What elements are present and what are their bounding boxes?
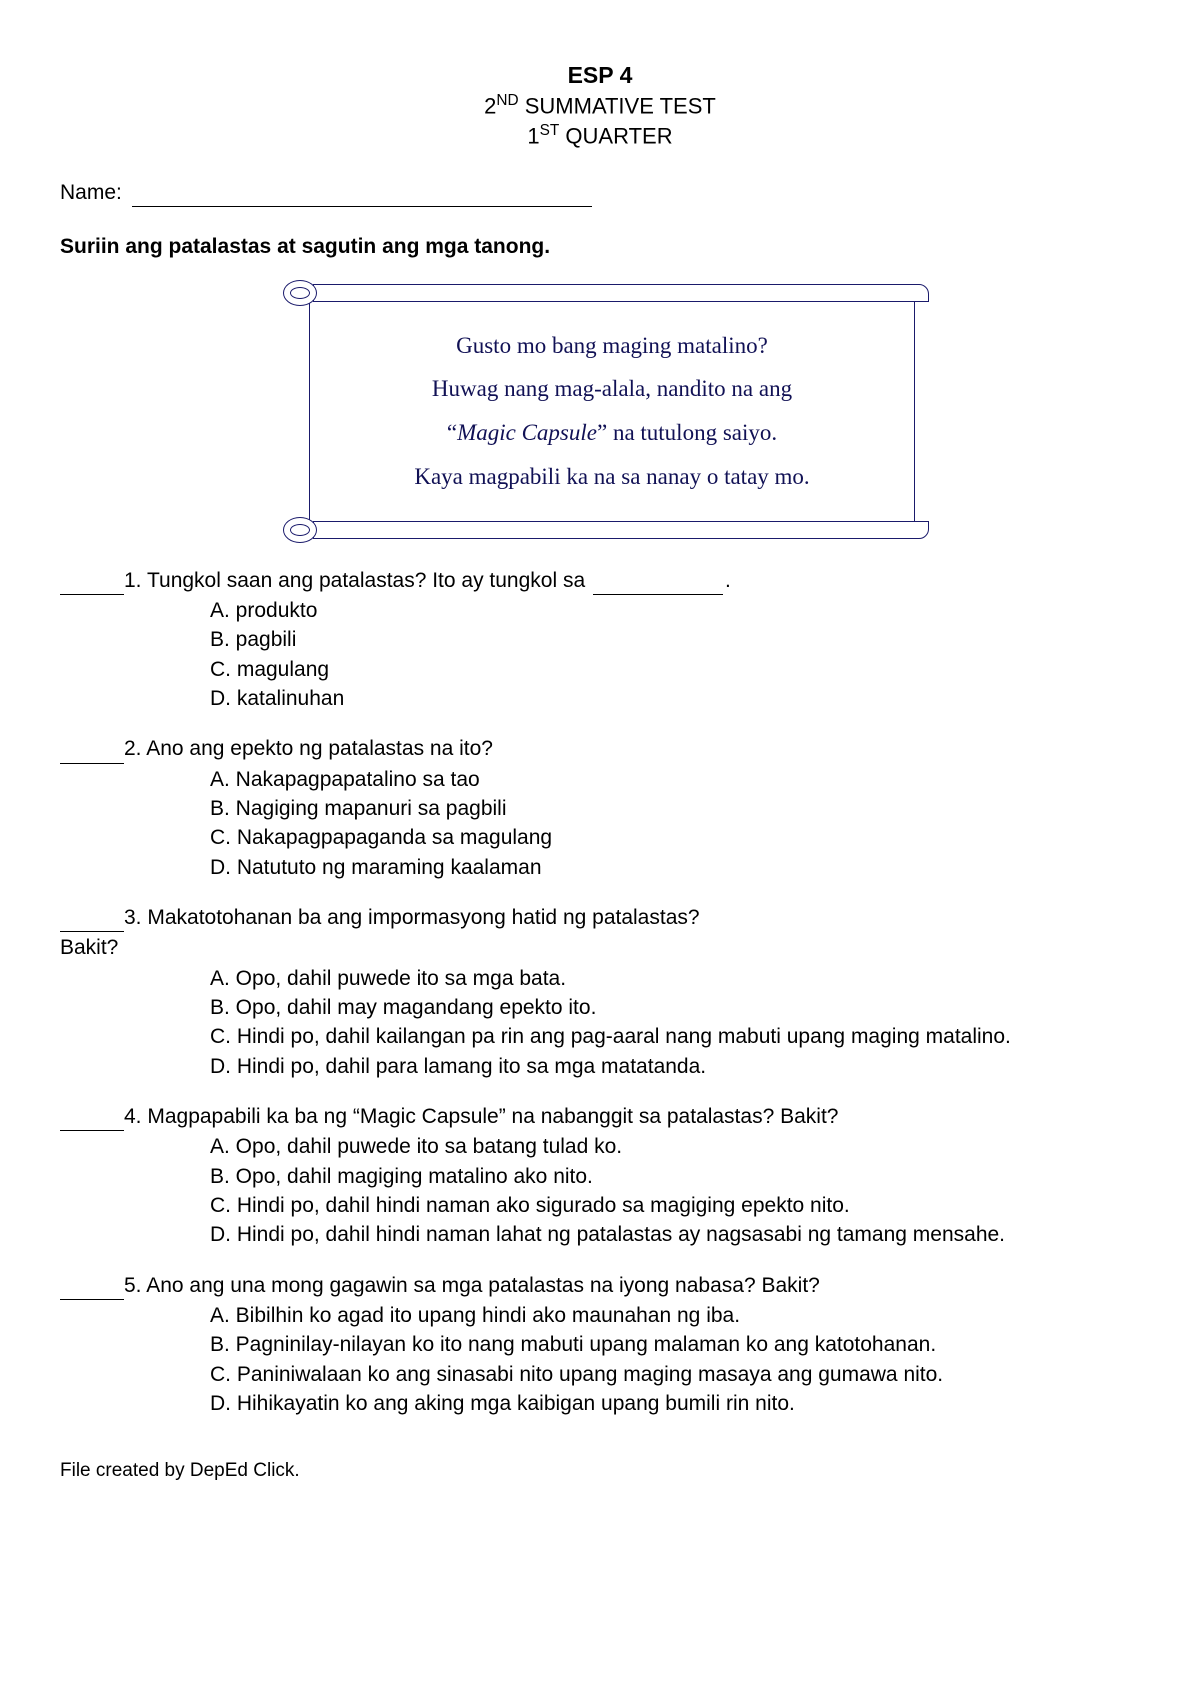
option-c[interactable]: C. Hindi po, dahil hindi naman ako sigur… xyxy=(210,1192,1140,1220)
answer-blank[interactable] xyxy=(60,931,124,932)
option-b[interactable]: B. Pagninilay-nilayan ko ito nang mabuti… xyxy=(210,1331,1140,1359)
option-b[interactable]: B. Opo, dahil may magandang epekto ito. xyxy=(210,994,1140,1022)
options-list: A. Opo, dahil puwede ito sa mga bata.B. … xyxy=(210,965,1140,1081)
question-line: 1. Tungkol saan ang patalastas? Ito ay t… xyxy=(60,567,1140,595)
option-a[interactable]: A. Bibilhin ko agad ito upang hindi ako … xyxy=(210,1302,1140,1330)
ad3-pre: “ xyxy=(447,420,457,445)
scroll-bar-top xyxy=(313,284,929,302)
scroll-knob-top xyxy=(283,280,317,306)
fill-blank[interactable] xyxy=(593,594,723,595)
option-a[interactable]: A. Opo, dahil puwede ito sa mga bata. xyxy=(210,965,1140,993)
answer-blank[interactable] xyxy=(60,763,124,764)
option-a[interactable]: A. Opo, dahil puwede ito sa batang tulad… xyxy=(210,1133,1140,1161)
ad3-post: ” na tutulong saiyo. xyxy=(597,420,777,445)
question-line: 3. Makatotohanan ba ang impormasyong hat… xyxy=(60,904,1140,932)
scroll-box: Gusto mo bang maging matalino? Huwag nan… xyxy=(285,284,915,539)
ad3-italic: Magic Capsule xyxy=(457,420,597,445)
options-list: A. Nakapagpapatalino sa taoB. Nagiging m… xyxy=(210,766,1140,882)
ad-line-1: Gusto mo bang maging matalino? xyxy=(338,324,886,368)
question-text: 1. Tungkol saan ang patalastas? Ito ay t… xyxy=(124,567,1140,595)
answer-blank[interactable] xyxy=(60,1130,124,1131)
question-line: 4. Magpapabili ka ba ng “Magic Capsule” … xyxy=(60,1103,1140,1131)
option-d[interactable]: D. Hindi po, dahil hindi naman lahat ng … xyxy=(210,1221,1140,1249)
option-b[interactable]: B. pagbili xyxy=(210,626,1140,654)
questions-list: 1. Tungkol saan ang patalastas? Ito ay t… xyxy=(60,567,1140,1419)
name-label: Name: xyxy=(60,181,122,204)
test-subtitle-2: 1ST QUARTER xyxy=(60,121,1140,151)
question-3: 3. Makatotohanan ba ang impormasyong hat… xyxy=(60,904,1140,1081)
option-a[interactable]: A. Nakapagpapatalino sa tao xyxy=(210,766,1140,794)
sub1-sup: ND xyxy=(496,92,518,109)
question-4: 4. Magpapabili ka ba ng “Magic Capsule” … xyxy=(60,1103,1140,1250)
ad-line-3: “Magic Capsule” na tutulong saiyo. xyxy=(338,411,886,455)
document-header: ESP 4 2ND SUMMATIVE TEST 1ST QUARTER xyxy=(60,60,1140,151)
options-list: A. Bibilhin ko agad ito upang hindi ako … xyxy=(210,1302,1140,1418)
ad-line-2: Huwag nang mag-alala, nandito na ang xyxy=(338,367,886,411)
name-row: Name: xyxy=(60,179,1140,207)
sub2-sup: ST xyxy=(540,122,560,139)
question-text: 4. Magpapabili ka ba ng “Magic Capsule” … xyxy=(124,1103,1140,1131)
question-why: Bakit? xyxy=(60,934,1140,962)
footer-credit: File created by DepEd Click. xyxy=(60,1458,1140,1484)
scroll-bar-bottom xyxy=(313,521,929,539)
option-c[interactable]: C. Hindi po, dahil kailangan pa rin ang … xyxy=(210,1023,1140,1051)
advertisement-text: Gusto mo bang maging matalino? Huwag nan… xyxy=(309,302,915,521)
test-subtitle-1: 2ND SUMMATIVE TEST xyxy=(60,91,1140,121)
question-line: 2. Ano ang epekto ng patalastas na ito? xyxy=(60,735,1140,763)
option-d[interactable]: D. Hindi po, dahil para lamang ito sa mg… xyxy=(210,1053,1140,1081)
option-d[interactable]: D. Natututo ng maraming kaalaman xyxy=(210,854,1140,882)
sub1-pre: 2 xyxy=(484,93,496,118)
option-c[interactable]: C. Nakapagpapaganda sa magulang xyxy=(210,824,1140,852)
sub2-post: QUARTER xyxy=(559,123,672,148)
question-1: 1. Tungkol saan ang patalastas? Ito ay t… xyxy=(60,567,1140,714)
options-list: A. Opo, dahil puwede ito sa batang tulad… xyxy=(210,1133,1140,1249)
course-title: ESP 4 xyxy=(60,60,1140,91)
option-b[interactable]: B. Nagiging mapanuri sa pagbili xyxy=(210,795,1140,823)
option-c[interactable]: C. magulang xyxy=(210,656,1140,684)
question-5: 5. Ano ang una mong gagawin sa mga patal… xyxy=(60,1272,1140,1419)
answer-blank[interactable] xyxy=(60,594,124,595)
sub1-post: SUMMATIVE TEST xyxy=(519,93,716,118)
instructions-text: Suriin ang patalastas at sagutin ang mga… xyxy=(60,233,1140,261)
ad-line-4: Kaya magpabili ka na sa nanay o tatay mo… xyxy=(338,455,886,499)
question-text: 5. Ano ang una mong gagawin sa mga patal… xyxy=(124,1272,1140,1300)
options-list: A. produktoB. pagbiliC. magulangD. katal… xyxy=(210,597,1140,713)
question-text: 3. Makatotohanan ba ang impormasyong hat… xyxy=(124,904,1140,932)
option-b[interactable]: B. Opo, dahil magiging matalino ako nito… xyxy=(210,1163,1140,1191)
option-d[interactable]: D. katalinuhan xyxy=(210,685,1140,713)
option-a[interactable]: A. produkto xyxy=(210,597,1140,625)
option-d[interactable]: D. Hihikayatin ko ang aking mga kaibigan… xyxy=(210,1390,1140,1418)
name-blank-line[interactable] xyxy=(132,206,592,207)
scroll-knob-bottom xyxy=(283,517,317,543)
sub2-pre: 1 xyxy=(527,123,539,148)
option-c[interactable]: C. Paniniwalaan ko ang sinasabi nito upa… xyxy=(210,1361,1140,1389)
advertisement-container: Gusto mo bang maging matalino? Huwag nan… xyxy=(60,284,1140,539)
answer-blank[interactable] xyxy=(60,1299,124,1300)
question-text: 2. Ano ang epekto ng patalastas na ito? xyxy=(124,735,1140,763)
question-line: 5. Ano ang una mong gagawin sa mga patal… xyxy=(60,1272,1140,1300)
question-2: 2. Ano ang epekto ng patalastas na ito? A… xyxy=(60,735,1140,882)
